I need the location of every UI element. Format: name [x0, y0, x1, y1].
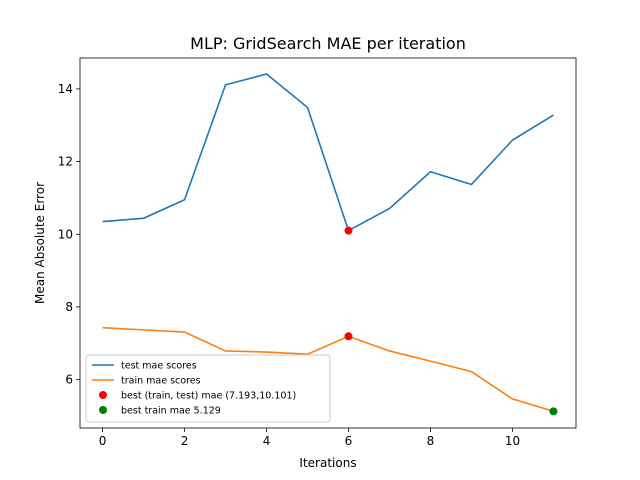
x-tick-label: 4 [263, 434, 271, 448]
best-train-test-marker [344, 226, 353, 235]
test-mae-line [102, 73, 554, 232]
legend-label: best train mae 5.129 [121, 406, 221, 417]
legend-label: train mae scores [121, 376, 201, 387]
x-tick-label: 10 [505, 434, 520, 448]
x-tick-label: 6 [345, 434, 353, 448]
y-tick-label: 8 [65, 300, 73, 314]
x-tick-label: 8 [427, 434, 435, 448]
legend-best-train-test-swatch [99, 391, 107, 399]
x-tick-label: 2 [181, 434, 189, 448]
x-axis-label: Iterations [299, 456, 356, 470]
legend-label: best (train, test) mae (7.193,10.101) [121, 391, 296, 402]
y-axis-label: Mean Absolute Error [33, 182, 47, 304]
legend: test mae scores train mae scores best (tra… [85, 354, 331, 423]
best-train-marker [549, 407, 558, 416]
train-mae-line [102, 326, 554, 413]
y-tick-label: 6 [65, 373, 73, 387]
y-axis: 6 8 10 12 14 [58, 82, 80, 387]
legend-box [85, 354, 331, 423]
plot-frame [79, 57, 577, 429]
x-axis: 0 2 4 6 8 10 [99, 428, 520, 448]
y-tick-label: 10 [58, 227, 73, 241]
chart-title: MLP: GridSearch MAE per iteration [190, 34, 466, 53]
best-train-test-marker [344, 332, 353, 341]
x-tick-label: 0 [99, 434, 107, 448]
y-tick-label: 12 [58, 155, 73, 169]
legend-label: test mae scores [121, 361, 197, 372]
y-tick-label: 14 [58, 82, 73, 96]
legend-best-train-swatch [99, 406, 107, 414]
plot-area [102, 73, 558, 416]
